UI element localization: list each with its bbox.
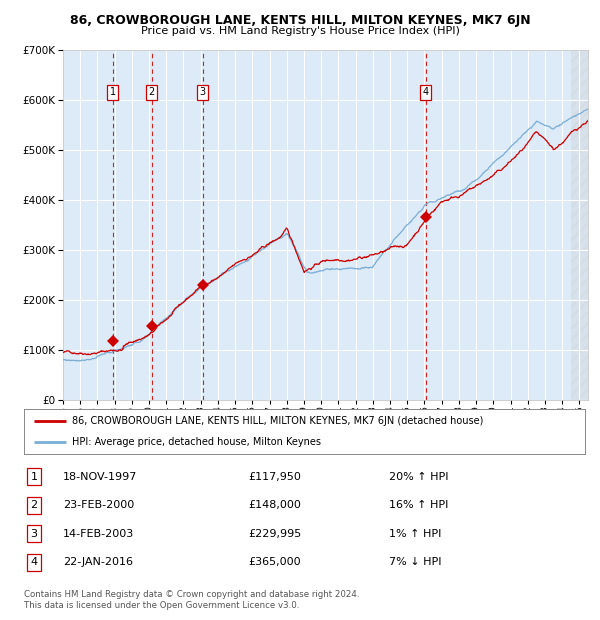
Bar [571, 50, 600, 400]
Text: 18-NOV-1997: 18-NOV-1997 [63, 472, 137, 482]
Text: Contains HM Land Registry data © Crown copyright and database right 2024.
This d: Contains HM Land Registry data © Crown c… [24, 590, 359, 609]
Text: 4: 4 [31, 557, 38, 567]
Text: 1: 1 [110, 87, 116, 97]
Text: 7% ↓ HPI: 7% ↓ HPI [389, 557, 441, 567]
Text: £365,000: £365,000 [248, 557, 301, 567]
Text: 86, CROWBOROUGH LANE, KENTS HILL, MILTON KEYNES, MK7 6JN (detached house): 86, CROWBOROUGH LANE, KENTS HILL, MILTON… [71, 416, 483, 427]
Text: £229,995: £229,995 [248, 529, 302, 539]
Text: HPI: Average price, detached house, Milton Keynes: HPI: Average price, detached house, Milt… [71, 436, 320, 447]
Text: 1: 1 [31, 472, 38, 482]
Text: 1% ↑ HPI: 1% ↑ HPI [389, 529, 441, 539]
Text: 22-JAN-2016: 22-JAN-2016 [63, 557, 133, 567]
Text: £148,000: £148,000 [248, 500, 301, 510]
Text: 20% ↑ HPI: 20% ↑ HPI [389, 472, 448, 482]
Text: Price paid vs. HM Land Registry's House Price Index (HPI): Price paid vs. HM Land Registry's House … [140, 26, 460, 36]
Text: 2: 2 [149, 87, 155, 97]
Text: £117,950: £117,950 [248, 472, 301, 482]
Text: 14-FEB-2003: 14-FEB-2003 [63, 529, 134, 539]
Text: 3: 3 [200, 87, 206, 97]
Text: 16% ↑ HPI: 16% ↑ HPI [389, 500, 448, 510]
Text: 3: 3 [31, 529, 38, 539]
Text: 2: 2 [31, 500, 38, 510]
Text: 4: 4 [422, 87, 428, 97]
Text: 86, CROWBOROUGH LANE, KENTS HILL, MILTON KEYNES, MK7 6JN: 86, CROWBOROUGH LANE, KENTS HILL, MILTON… [70, 14, 530, 27]
Text: 23-FEB-2000: 23-FEB-2000 [63, 500, 134, 510]
